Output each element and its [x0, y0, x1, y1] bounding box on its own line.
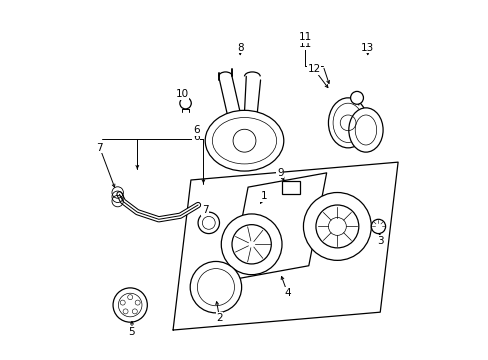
- Circle shape: [113, 288, 147, 322]
- Text: 11: 11: [298, 32, 311, 42]
- Circle shape: [118, 293, 142, 317]
- Text: 2: 2: [216, 312, 223, 323]
- Circle shape: [315, 205, 358, 248]
- Text: 8: 8: [236, 43, 243, 53]
- Circle shape: [221, 214, 282, 275]
- Ellipse shape: [205, 111, 283, 171]
- Text: 6: 6: [193, 125, 199, 135]
- Ellipse shape: [348, 108, 382, 152]
- Text: 10: 10: [175, 89, 188, 99]
- Circle shape: [231, 225, 271, 264]
- Circle shape: [370, 219, 385, 234]
- Text: 12: 12: [307, 64, 320, 74]
- Text: 9: 9: [276, 168, 283, 178]
- Text: 5: 5: [128, 327, 135, 337]
- Text: 7: 7: [96, 143, 103, 153]
- Polygon shape: [230, 173, 326, 280]
- Ellipse shape: [328, 98, 367, 148]
- Circle shape: [303, 193, 370, 260]
- Text: 3: 3: [376, 236, 383, 246]
- Text: 6: 6: [193, 132, 199, 142]
- Circle shape: [198, 212, 219, 234]
- Text: 11: 11: [298, 39, 311, 49]
- Circle shape: [197, 269, 234, 306]
- Circle shape: [202, 216, 215, 229]
- Polygon shape: [173, 162, 397, 330]
- Circle shape: [350, 91, 363, 104]
- Circle shape: [328, 217, 346, 235]
- Text: 4: 4: [284, 288, 290, 297]
- Text: 1: 1: [260, 191, 267, 201]
- Text: 7: 7: [202, 205, 208, 215]
- Circle shape: [190, 261, 241, 313]
- Bar: [282, 181, 299, 194]
- Circle shape: [180, 98, 191, 109]
- Text: 13: 13: [360, 43, 374, 53]
